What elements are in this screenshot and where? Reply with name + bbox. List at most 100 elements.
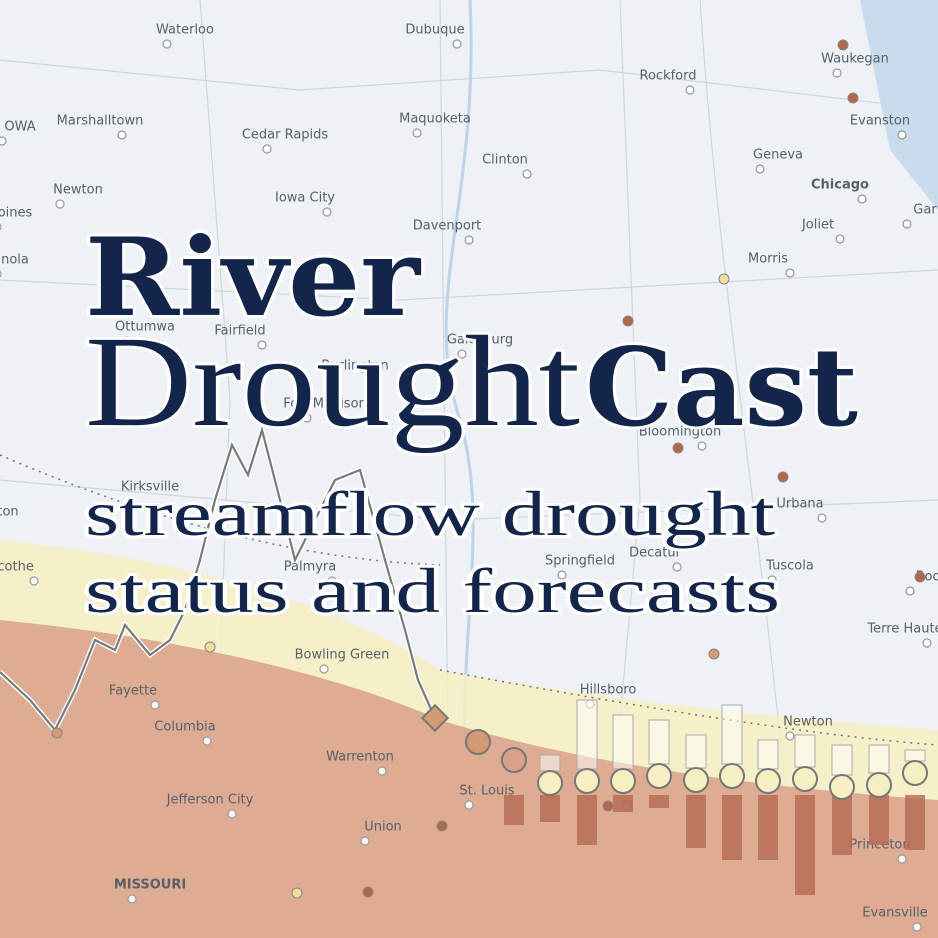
city-label: Warrenton (326, 750, 394, 765)
gauge-site (464, 800, 474, 810)
gauge-site (897, 130, 907, 140)
title-cast: Cast (585, 325, 858, 451)
city-label: ton (0, 505, 19, 520)
city-label: Marshalltown (57, 114, 144, 129)
city-label: Evansville (862, 906, 927, 921)
forecast-range-lower (686, 795, 706, 848)
forecast-median (829, 774, 855, 800)
city-label: Morris (748, 252, 788, 267)
subtitle: status and forecasts (85, 555, 780, 626)
forecast-range-upper (868, 744, 890, 774)
city-label: Joliet (801, 218, 834, 233)
gauge-site (319, 664, 329, 674)
city-label: Waukegan (821, 52, 889, 67)
severe-band (0, 620, 938, 938)
gauge-site (262, 144, 272, 154)
forecast-range-lower (869, 795, 889, 845)
city-label: Decatur (629, 546, 681, 561)
hydrograph (0, 425, 437, 732)
city-label: Ottumwa (115, 320, 175, 335)
gauge-site (457, 349, 467, 359)
gauge-site (785, 268, 795, 278)
forecast-range-upper (904, 749, 926, 762)
city-label: Kirksville (121, 480, 179, 495)
forecast-range-upper (539, 754, 561, 772)
gauge-site (291, 887, 303, 899)
gauge-site (897, 854, 907, 864)
gauge-site (204, 641, 216, 653)
current-marker (420, 703, 450, 733)
city-label: MISSOURI (114, 878, 186, 893)
gauge-site (672, 562, 682, 572)
gauge-site (914, 571, 926, 583)
forecast-median (683, 767, 709, 793)
gauge-site (697, 441, 707, 451)
city-label: nola (1, 253, 29, 268)
city-label: Springfield (545, 554, 615, 569)
gauge-site (837, 39, 849, 51)
gauge-site (436, 820, 448, 832)
city-label: Bowling Green (295, 648, 390, 663)
city-label: oines (0, 206, 33, 221)
city-label: Jefferson City (166, 793, 254, 808)
gauge-site (905, 586, 915, 596)
city-label: Fort Madison (283, 397, 367, 412)
city-label: licothe (0, 560, 34, 575)
city-label: Geneva (753, 148, 803, 163)
city-label: Fairfield (214, 324, 265, 339)
forecast-range-lower (722, 795, 742, 860)
city-label: Newton (783, 715, 833, 730)
forecast-median (537, 770, 563, 796)
forecast-range-lower (649, 795, 669, 808)
gauge-site (55, 199, 65, 209)
gauge-site (522, 169, 532, 179)
forecast-median (902, 760, 928, 786)
forecast-range-lower (540, 795, 560, 822)
gauge-site (162, 39, 172, 49)
city-label: Urbana (776, 497, 823, 512)
gauge-site (117, 130, 127, 140)
city-label: Clinton (482, 153, 528, 168)
gauge-site (257, 340, 267, 350)
city-label: Rockford (640, 69, 697, 84)
gauge-site (817, 513, 827, 523)
gauge-site (322, 207, 332, 217)
gauge-site (150, 700, 160, 710)
forecast-median (574, 768, 600, 794)
city-label: Davenport (413, 219, 482, 234)
gauge-site (362, 886, 374, 898)
forecast-range-lower (577, 795, 597, 845)
forecast-range-upper (757, 739, 779, 770)
gauge-site (372, 375, 382, 385)
city-label: OWA (4, 120, 35, 135)
gauge-site (922, 638, 932, 648)
gauge-site (51, 727, 63, 739)
gauge-site (685, 85, 695, 95)
gauge-site (127, 894, 137, 904)
forecast-range-upper (576, 699, 598, 770)
city-label: Terre Haute (866, 622, 938, 637)
forecast-range-upper (612, 714, 634, 770)
gauge-site (202, 736, 212, 746)
gauge-site (755, 164, 765, 174)
lake (860, 0, 938, 210)
forecast-range-lower (832, 795, 852, 855)
gauge-site (902, 219, 912, 229)
forecast-median (501, 747, 527, 773)
forecast-median (755, 768, 781, 794)
forecast (465, 699, 928, 895)
gauge-site (672, 442, 684, 454)
city-label: St. Louis (459, 784, 514, 799)
city-label: Iowa City (275, 191, 335, 206)
gauge-site (0, 270, 2, 278)
forecast-range-upper (831, 744, 853, 776)
forecast-range-lower (905, 795, 925, 850)
city-label: Dubuque (405, 23, 464, 38)
city-label: Columbia (154, 720, 215, 735)
gauge-site (718, 273, 730, 285)
forecast-range-lower (504, 795, 524, 825)
forecast-range-upper (794, 734, 816, 768)
forecast-median (646, 763, 672, 789)
forecast-range-lower (795, 795, 815, 895)
